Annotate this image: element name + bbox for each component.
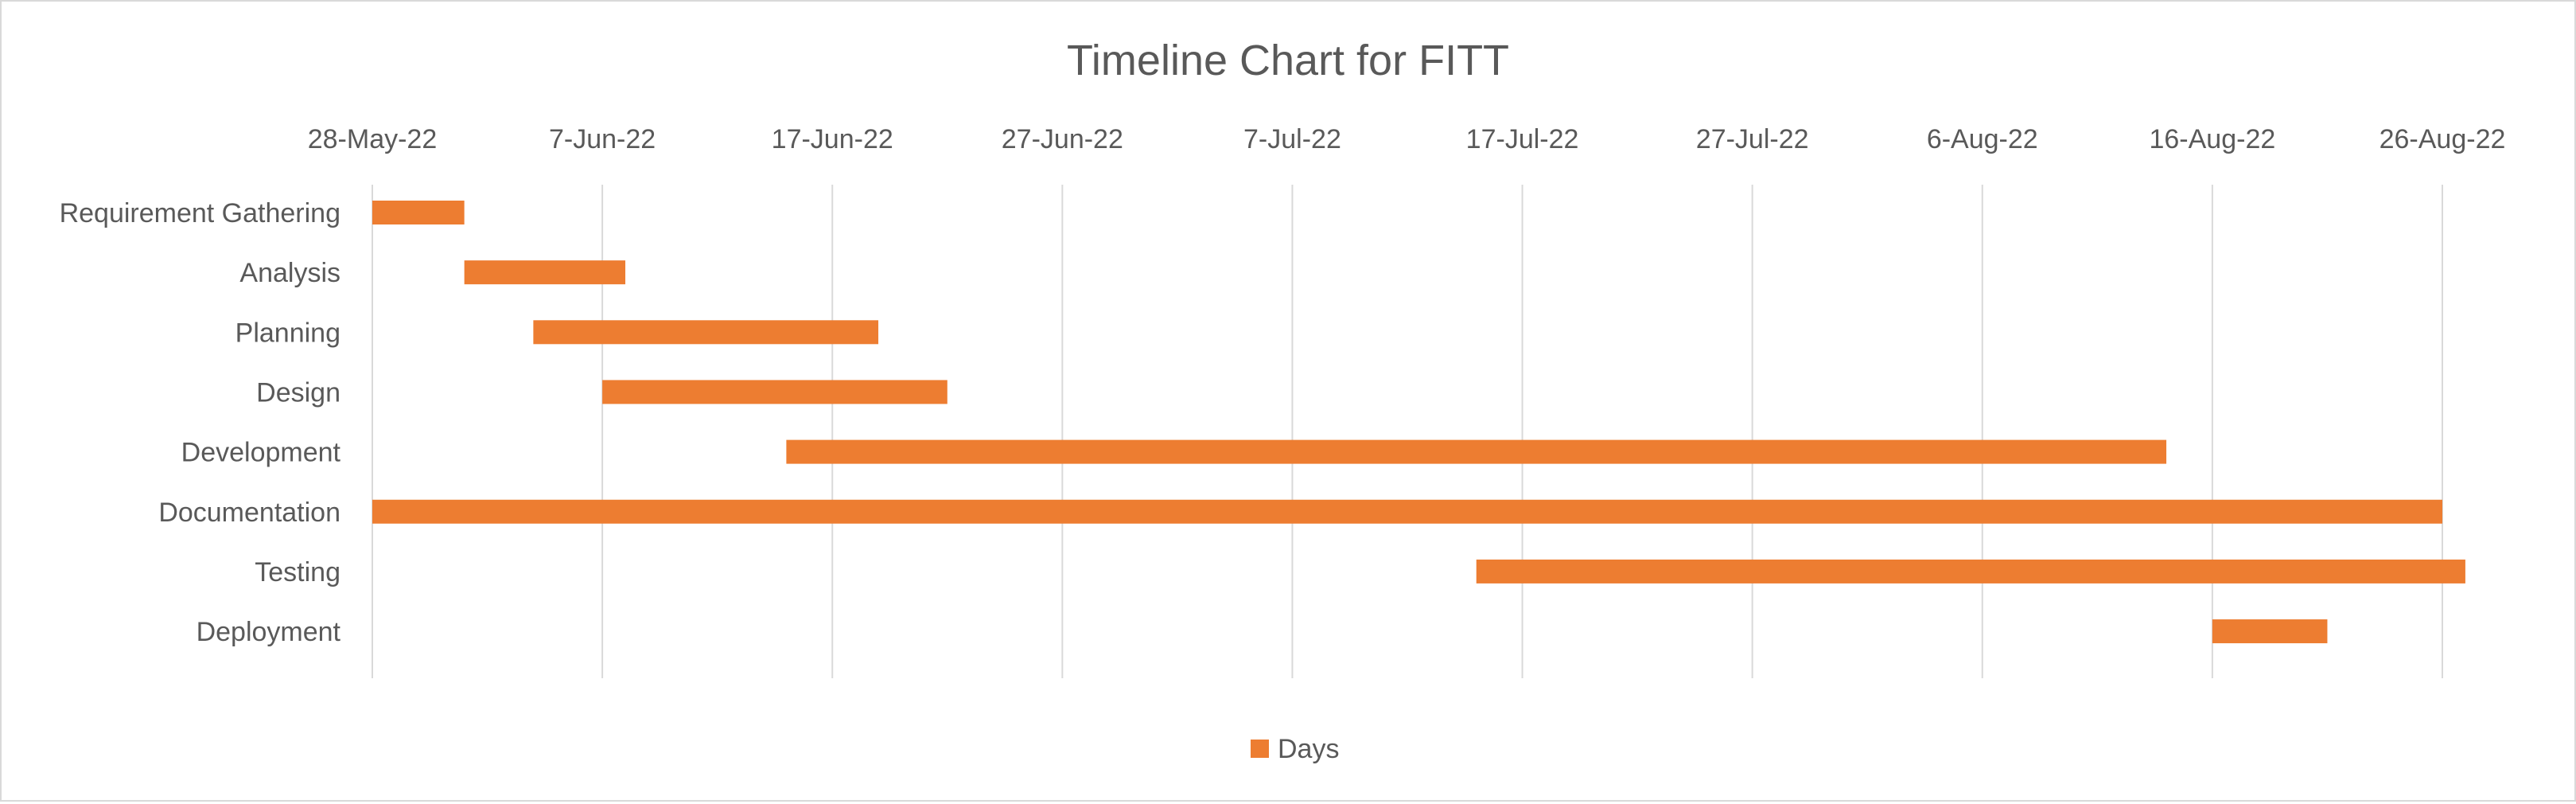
x-tick-label: 16-Aug-22 [2149, 124, 2275, 154]
y-category-label: Planning [235, 318, 340, 348]
chart-title: Timeline Chart for FITT [1067, 37, 1509, 84]
bar [533, 320, 879, 345]
gridlines [372, 185, 2443, 678]
bar [2212, 619, 2328, 644]
bar [786, 439, 2167, 464]
x-axis-ticks: 28-May-22 7-Jun-22 17-Jun-22 27-Jun-22 7-Jul… [308, 124, 2506, 154]
x-tick-label: 7-Jul-22 [1243, 124, 1341, 154]
y-category-label: Analysis [239, 258, 340, 288]
bar [464, 260, 626, 285]
x-tick-label: 17-Jun-22 [772, 124, 893, 154]
x-tick-label: 6-Aug-22 [1927, 124, 2038, 154]
x-tick-label: 17-Jul-22 [1466, 124, 1579, 154]
legend-swatch-days [1251, 740, 1269, 758]
y-category-label: Deployment [197, 617, 341, 647]
y-category-label: Development [181, 438, 341, 468]
legend-label-days: Days [1278, 734, 1339, 764]
x-tick-label: 26-Aug-22 [2379, 124, 2506, 154]
y-category-label: Design [256, 377, 340, 408]
x-tick-label: 27-Jul-22 [1696, 124, 1809, 154]
bars [372, 201, 2465, 644]
x-tick-label: 28-May-22 [308, 124, 438, 154]
bar [372, 499, 2442, 524]
legend: Days [1251, 734, 1339, 764]
y-category-label: Testing [255, 557, 340, 587]
bar [372, 201, 465, 224]
y-category-label: Requirement Gathering [60, 198, 340, 228]
x-tick-label: 27-Jun-22 [1002, 124, 1123, 154]
x-tick-label: 7-Jun-22 [549, 124, 656, 154]
bar [602, 380, 948, 404]
bar [1476, 559, 2465, 583]
y-axis-labels: Requirement Gathering Analysis Planning Des… [60, 198, 341, 647]
y-category-label: Documentation [158, 498, 340, 528]
